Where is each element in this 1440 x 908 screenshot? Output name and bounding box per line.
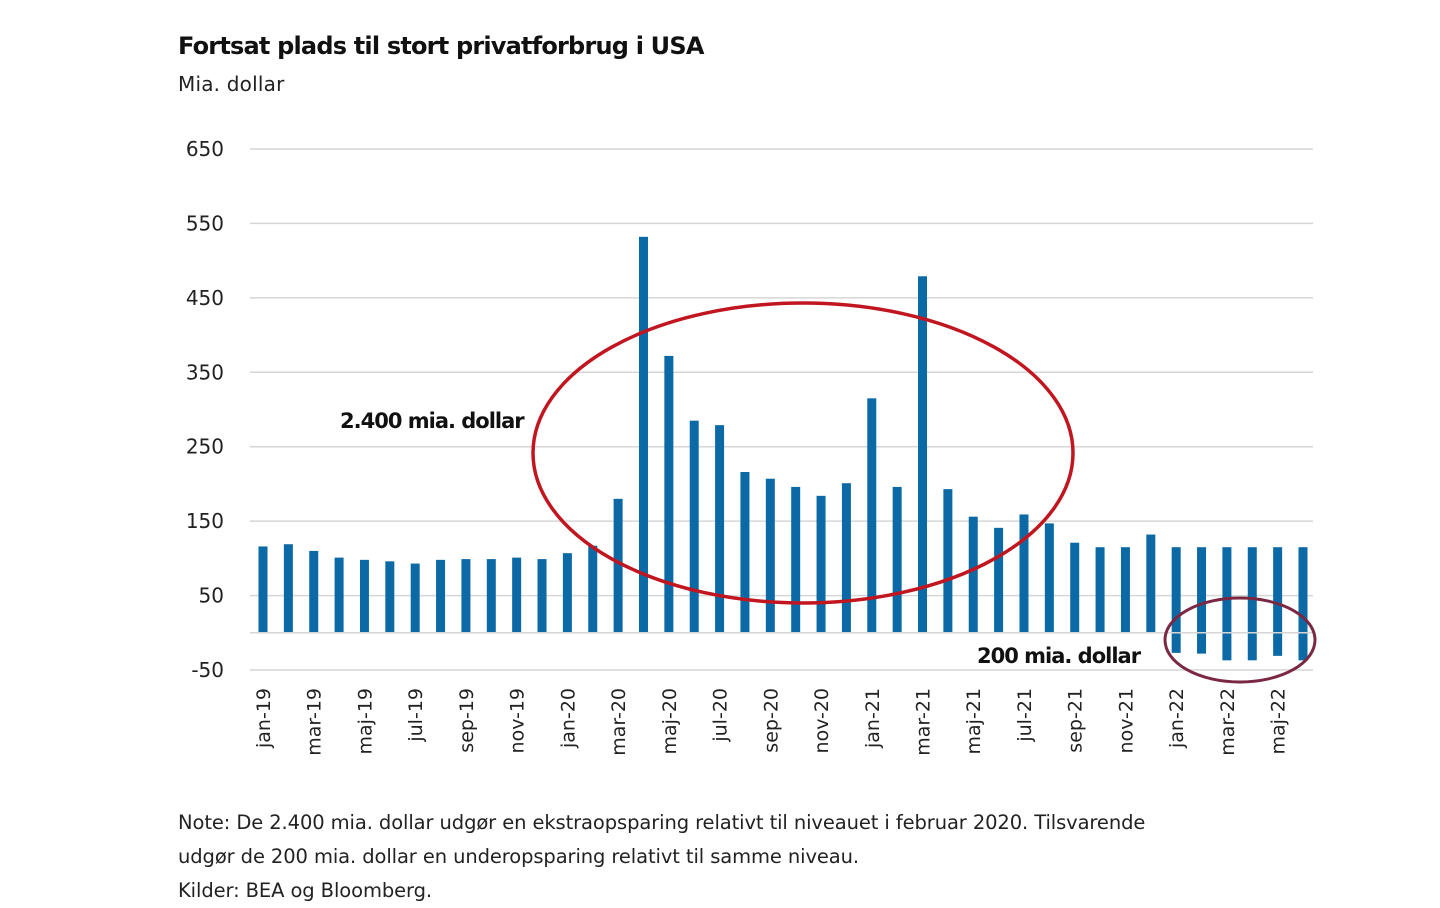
bar-opsparing-jul-19 — [410, 563, 420, 633]
bar-opsparing-okt-21 — [1095, 547, 1105, 633]
x-tick-label: jul-19 — [405, 688, 427, 743]
annotation-ellipse-small — [1163, 596, 1317, 684]
y-tick-label: 150 — [186, 509, 224, 533]
y-tick-label: 450 — [186, 286, 224, 310]
bar-opsparing-jul-20 — [715, 425, 725, 633]
y-tick-label: 550 — [186, 211, 224, 235]
x-tick-label: sep-21 — [1065, 688, 1087, 753]
y-tick-label: 250 — [186, 435, 224, 459]
bar-opsparing-sep-19 — [461, 559, 471, 633]
x-tick-label: sep-19 — [456, 688, 478, 753]
bar-opsparing-jan-20 — [562, 553, 572, 633]
bar-opsparing-nov-21 — [1120, 547, 1130, 633]
bar-opsparing-dec-19 — [537, 559, 547, 633]
y-tick-label: -50 — [191, 658, 224, 682]
bar-underopsparing-mar-22 — [1222, 632, 1232, 661]
bar-opsparing-mar-19 — [309, 550, 319, 633]
bar-underopsparing-feb-22 — [1197, 632, 1207, 654]
bar-opsparing-dec-20 — [841, 483, 851, 633]
bar-opsparing-jun-22 — [1298, 547, 1308, 633]
x-tick-label: jul-21 — [1014, 688, 1036, 743]
bar-opsparing-mar-20 — [613, 498, 623, 633]
x-axis-ticks: jan-19 mar-19 maj-19 jul-19 sep-19 nov-19 jan-… — [253, 688, 1290, 756]
x-tick-label: jan-21 — [862, 688, 884, 749]
x-tick-label: nov-20 — [811, 688, 833, 753]
bar-underopsparing-maj-22 — [1273, 632, 1283, 656]
bar-opsparing-okt-20 — [791, 486, 801, 633]
x-tick-label: jan-22 — [1166, 688, 1188, 749]
bar-opsparing-jun-20 — [689, 420, 699, 633]
bar-opsparing-maj-19 — [359, 559, 369, 633]
bar-opsparing-mar-21 — [918, 276, 928, 633]
chart-notes: Note: De 2.400 mia. dollar udgør en ekst… — [178, 806, 1145, 908]
y-tick-label: 350 — [186, 360, 224, 384]
bar-opsparing-maj-21 — [968, 516, 978, 633]
bar-opsparing-maj-20 — [664, 355, 674, 633]
bar-opsparing-apr-20 — [638, 236, 648, 633]
x-tick-label: jan-20 — [557, 688, 579, 749]
bar-opsparing-sep-21 — [1070, 542, 1080, 633]
bar-opsparing-feb-22 — [1197, 547, 1207, 633]
y-axis-ticks: 650 550 450 350 250 150 50 -50 — [186, 137, 224, 682]
bar-opsparing-jan-19 — [258, 546, 268, 633]
bar-opsparing-aug-19 — [436, 559, 446, 633]
bar-opsparing-apr-21 — [943, 489, 953, 633]
y-tick-label: 650 — [186, 137, 224, 161]
annotation-label-200: 200 mia. dollar — [977, 644, 1142, 668]
bar-opsparing-feb-19 — [283, 544, 293, 633]
note-line-2: udgør de 200 mia. dollar en underopspari… — [178, 845, 860, 868]
annotation-ellipse-large — [531, 301, 1075, 605]
bar-underopsparing-jan-22 — [1171, 632, 1181, 653]
bar-opsparing-jun-19 — [385, 561, 395, 633]
bar-opsparing-nov-19 — [512, 557, 522, 633]
bar-underopsparing-apr-22 — [1247, 632, 1257, 661]
bar-opsparing-okt-19 — [486, 559, 496, 633]
x-tick-label: maj-20 — [659, 688, 681, 754]
x-tick-label: mar-19 — [304, 688, 326, 756]
bar-opsparing-jan-21 — [867, 398, 877, 633]
bar-opsparing-feb-20 — [588, 545, 598, 633]
bar-opsparing-nov-20 — [816, 495, 826, 633]
x-tick-label: jul-20 — [710, 688, 732, 743]
bar-underopsparing-jun-22 — [1298, 632, 1308, 661]
bar-opsparing-jun-21 — [994, 527, 1004, 633]
x-tick-label: nov-19 — [507, 688, 529, 753]
bar-opsparing-apr-22 — [1247, 547, 1257, 633]
bar-opsparing-aug-20 — [740, 472, 750, 633]
gridlines — [250, 148, 1313, 671]
bar-opsparing-jan-22 — [1171, 547, 1181, 633]
bar-opsparing-sep-20 — [765, 478, 775, 633]
x-tick-label: maj-21 — [963, 688, 985, 754]
x-tick-label: mar-21 — [913, 688, 935, 756]
x-tick-label: jan-19 — [253, 688, 275, 749]
bars — [258, 236, 1308, 661]
bar-opsparing-mar-22 — [1222, 547, 1232, 633]
x-tick-label: mar-20 — [608, 688, 630, 756]
bar-opsparing-maj-22 — [1273, 547, 1283, 633]
x-tick-label: sep-20 — [760, 688, 782, 753]
bar-opsparing-dec-21 — [1146, 534, 1156, 633]
x-tick-label: nov-21 — [1115, 688, 1137, 753]
x-tick-label: maj-22 — [1268, 688, 1290, 754]
bar-opsparing-apr-19 — [334, 557, 344, 633]
bar-opsparing-feb-21 — [892, 486, 902, 633]
chart-title: Fortsat plads til stort privatforbrug i … — [178, 32, 704, 60]
source-line: Kilder: BEA og Bloomberg. — [178, 879, 432, 902]
annotation-label-2400: 2.400 mia. dollar — [340, 409, 525, 433]
bar-opsparing-aug-21 — [1044, 523, 1054, 633]
x-tick-label: maj-19 — [354, 688, 376, 754]
x-tick-label: mar-22 — [1217, 688, 1239, 756]
bar-opsparing-jul-21 — [1019, 514, 1029, 633]
y-unit-label: Mia. dollar — [178, 72, 285, 96]
y-tick-label: 50 — [199, 584, 224, 608]
note-line-1: Note: De 2.400 mia. dollar udgør en ekst… — [178, 811, 1146, 834]
